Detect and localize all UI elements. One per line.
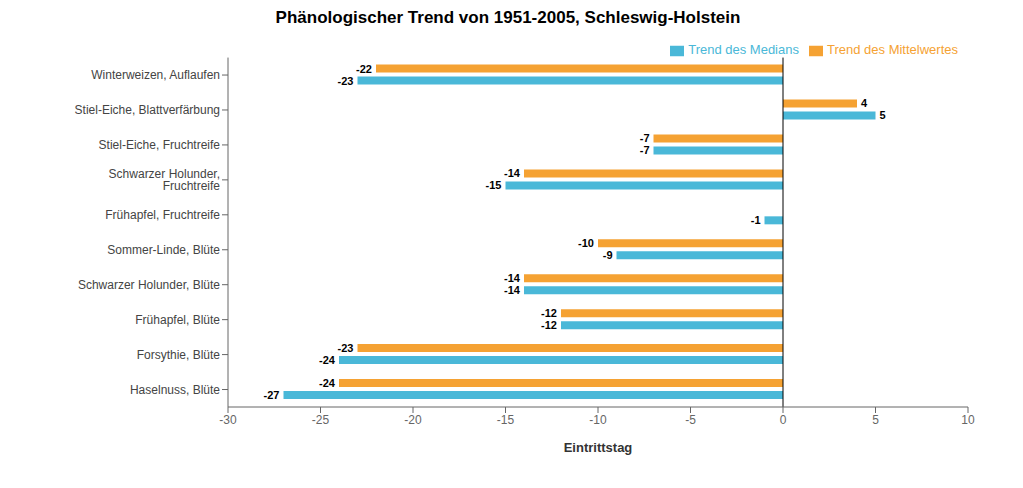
svg-text:-7: -7 [640, 144, 650, 156]
svg-text:-20: -20 [404, 413, 422, 427]
svg-text:-9: -9 [603, 249, 613, 261]
svg-text:Winterweizen, Auflaufen: Winterweizen, Auflaufen [91, 68, 220, 82]
svg-text:-10: -10 [578, 237, 594, 249]
svg-text:-12: -12 [541, 319, 557, 331]
html-text:Trend des Mittelwertes: Trend des Mittelwertes [827, 42, 958, 57]
svg-text:-12: -12 [541, 307, 557, 319]
svg-text:-22: -22 [356, 63, 372, 75]
svg-text:Stiel-Eiche, Blattverfärbung: Stiel-Eiche, Blattverfärbung [75, 103, 220, 117]
html-text:Trend des Medians: Trend des Medians [688, 42, 799, 57]
svg-text:-24: -24 [319, 377, 336, 389]
svg-text:-5: -5 [685, 413, 696, 427]
svg-text:Schwarzer Holunder,Fruchtreife: Schwarzer Holunder,Fruchtreife [109, 167, 221, 193]
svg-text:-25: -25 [312, 413, 330, 427]
svg-text:-14: -14 [504, 167, 521, 179]
svg-text:Haselnuss, Blüte: Haselnuss, Blüte [130, 383, 220, 397]
svg-text:-30: -30 [219, 413, 237, 427]
svg-text:-15: -15 [486, 179, 502, 191]
svg-text:0: 0 [780, 413, 787, 427]
svg-text:-27: -27 [264, 389, 280, 401]
svg-text:Frühapfel, Blüte: Frühapfel, Blüte [135, 313, 220, 327]
svg-text:-24: -24 [319, 354, 336, 366]
svg-text:-15: -15 [497, 413, 515, 427]
svg-text:-14: -14 [504, 272, 521, 284]
svg-text:-23: -23 [338, 75, 354, 87]
svg-text:-14: -14 [504, 284, 521, 296]
svg-text:5: 5 [872, 413, 879, 427]
svg-text:-1: -1 [751, 214, 761, 226]
svg-text:10: 10 [961, 413, 975, 427]
svg-text:5: 5 [880, 109, 886, 121]
svg-text:-7: -7 [640, 132, 650, 144]
svg-text:Frühapfel, Fruchtreife: Frühapfel, Fruchtreife [105, 208, 220, 222]
svg-text:-10: -10 [589, 413, 607, 427]
svg-text:Forsythie, Blüte: Forsythie, Blüte [137, 348, 221, 362]
svg-text:Stiel-Eiche, Fruchtreife: Stiel-Eiche, Fruchtreife [99, 138, 221, 152]
svg-text:-23: -23 [338, 342, 354, 354]
svg-text:Schwarzer Holunder, Blüte: Schwarzer Holunder, Blüte [78, 278, 220, 292]
svg-text:4: 4 [861, 97, 868, 109]
svg-text:Sommer-Linde, Blüte: Sommer-Linde, Blüte [107, 243, 220, 257]
html-text:Phänologischer Trend von 1951-: Phänologischer Trend von 1951-2005, Schl… [275, 8, 741, 27]
svg-text:Eintrittstag: Eintrittstag [564, 440, 633, 455]
